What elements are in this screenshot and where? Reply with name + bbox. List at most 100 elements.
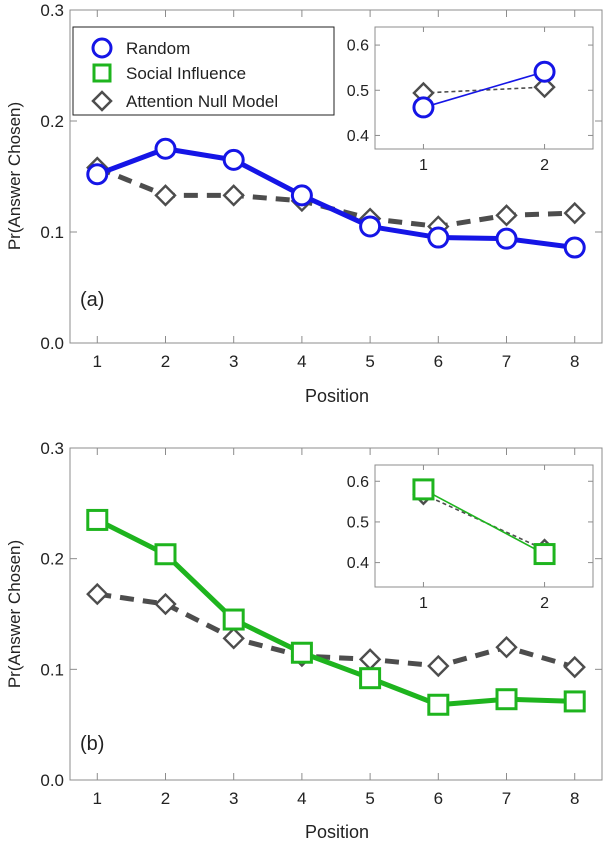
legend-item-social-influence: Social Influence <box>92 63 246 83</box>
panel-a-y-axis-label: Pr(Answer Chosen) <box>5 102 24 250</box>
y-tick-label: 0.4 <box>347 555 369 572</box>
data-point-social-influence <box>563 690 586 713</box>
data-point-random <box>533 60 556 83</box>
x-tick-label: 2 <box>161 789 170 808</box>
legend-label-social-influence: Social Influence <box>126 64 246 83</box>
y-tick-label: 0.5 <box>347 83 369 100</box>
legend-label-attention-null-model: Attention Null Model <box>126 92 278 111</box>
data-point-attention-null-model <box>563 655 586 679</box>
legend-square-marker <box>92 63 112 83</box>
x-tick-label: 7 <box>502 352 511 371</box>
y-tick-label: 0.6 <box>347 474 369 491</box>
x-tick-label: 8 <box>570 789 579 808</box>
data-point-social-influence <box>427 693 450 716</box>
legend-item-attention-null-model: Attention Null Model <box>91 90 278 112</box>
panel-a-inset-background <box>374 26 594 150</box>
series-attention-null-model <box>86 582 586 679</box>
data-point-social-influence <box>290 641 313 664</box>
series-line-social-influence <box>96 517 575 708</box>
x-tick-label: 5 <box>365 352 374 371</box>
x-tick-label: 1 <box>419 595 428 612</box>
data-point-attention-null-model <box>222 184 245 207</box>
series-line-attention-null-model <box>96 591 576 670</box>
x-tick-label: 4 <box>297 352 306 371</box>
y-tick-label: 0.4 <box>347 128 369 145</box>
data-point-random <box>222 148 245 171</box>
x-tick-label: 6 <box>434 789 443 808</box>
x-tick-label: 3 <box>229 352 238 371</box>
y-tick-label: 0.3 <box>40 439 64 458</box>
series-line-social-influence <box>423 488 545 555</box>
data-point-random <box>86 163 109 186</box>
data-point-random <box>359 215 382 238</box>
data-point-attention-null-model <box>427 654 450 678</box>
data-point-random <box>563 236 586 259</box>
x-tick-label: 4 <box>297 789 306 808</box>
y-tick-label: 0.0 <box>40 334 64 353</box>
y-tick-label: 0.1 <box>40 660 64 679</box>
panel-a-ticks: 1 2 3 4 5 6 7 8 0.0 0.1 0.2 0.3 <box>40 1 602 371</box>
series-random <box>412 60 556 119</box>
x-tick-label: 1 <box>419 157 428 174</box>
data-point-random <box>495 227 518 250</box>
data-point-social-influence <box>412 478 435 501</box>
panel-a: Pr(Answer Chosen) Position (a) 1 2 3 4 5 6 7 8 0… <box>5 1 603 406</box>
series-social-influence <box>412 478 556 566</box>
data-point-random <box>427 226 450 249</box>
panel-b-series <box>86 508 586 716</box>
data-point-attention-null-model <box>563 201 586 225</box>
y-tick-label: 0.3 <box>40 1 64 20</box>
data-point-random <box>154 137 177 160</box>
series-random <box>86 137 586 259</box>
data-point-attention-null-model <box>358 648 382 671</box>
legend-circle-marker <box>91 37 113 59</box>
panel-a-x-axis-label: Position <box>305 386 369 406</box>
series-line-attention-null-model <box>423 86 545 94</box>
panel-b-y-axis-label: Pr(Answer Chosen) <box>5 540 24 688</box>
legend: Random Social Influence Attention Null M… <box>72 26 335 116</box>
panel-b-inset-series <box>412 478 556 566</box>
panel-b-inset: 1 2 0.4 0.5 0.6 <box>347 464 594 612</box>
panel-b-x-axis-label: Position <box>305 822 369 842</box>
series-line-random <box>423 70 545 109</box>
series-attention-null-model <box>86 156 586 238</box>
panel-a-inset: 1 2 0.4 0.5 0.6 <box>347 26 594 174</box>
x-tick-label: 2 <box>161 352 170 371</box>
legend-box <box>72 26 335 116</box>
x-tick-label: 2 <box>540 157 549 174</box>
data-point-attention-null-model <box>495 204 518 227</box>
data-point-social-influence <box>495 688 518 711</box>
x-tick-label: 3 <box>229 789 238 808</box>
panel-b-inset-background <box>374 464 594 588</box>
data-point-social-influence <box>222 608 245 631</box>
y-tick-label: 0.2 <box>40 112 64 131</box>
panel-a-inset-series <box>412 60 556 119</box>
data-point-random <box>290 184 313 207</box>
data-point-attention-null-model <box>533 75 556 99</box>
legend-label-random: Random <box>126 39 190 58</box>
x-tick-label: 1 <box>93 789 102 808</box>
y-tick-label: 0.2 <box>40 550 64 569</box>
legend-diamond-marker <box>91 90 113 112</box>
data-point-attention-null-model <box>222 627 245 650</box>
data-point-attention-null-model <box>86 582 109 606</box>
panel-b-plot-frame <box>69 447 603 781</box>
y-tick-label: 0.0 <box>40 771 64 790</box>
data-point-attention-null-model <box>154 184 177 207</box>
x-tick-label: 1 <box>93 352 102 371</box>
y-tick-label: 0.6 <box>347 38 369 55</box>
panel-b-ticks: 1 2 3 4 5 6 7 8 0.0 0.1 0.2 0.3 <box>40 439 602 808</box>
data-point-social-influence <box>533 543 556 566</box>
x-tick-label: 8 <box>570 352 579 371</box>
x-tick-label: 7 <box>502 789 511 808</box>
y-tick-label: 0.1 <box>40 223 64 242</box>
legend-item-random: Random <box>91 37 190 59</box>
series-line-random <box>96 146 576 251</box>
panel-a-label: (a) <box>80 289 104 311</box>
data-point-attention-null-model <box>495 636 518 659</box>
x-tick-label: 2 <box>540 595 549 612</box>
panel-a-series <box>86 137 586 259</box>
data-point-social-influence <box>154 543 177 566</box>
x-tick-label: 6 <box>434 352 443 371</box>
panel-a-plot-frame <box>69 9 603 344</box>
